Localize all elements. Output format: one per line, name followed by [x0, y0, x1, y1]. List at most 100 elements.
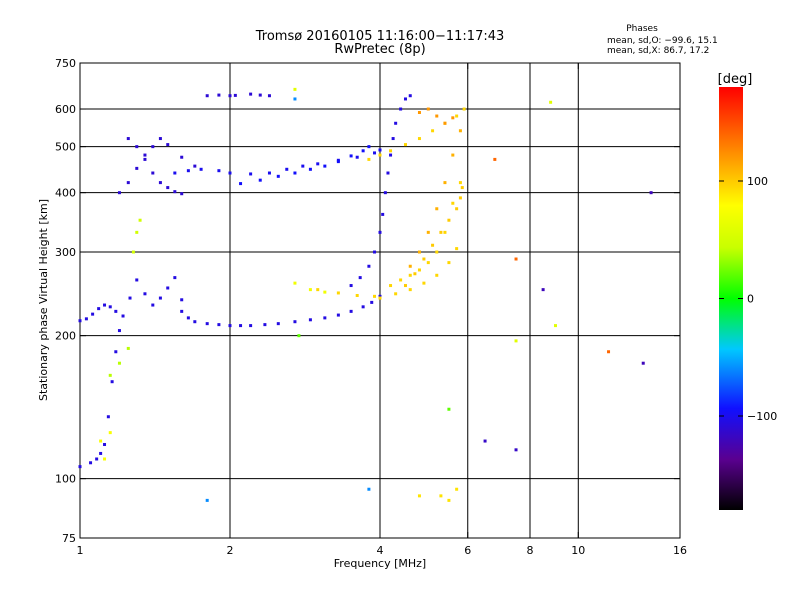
data-point	[128, 296, 132, 300]
data-point	[205, 498, 209, 502]
data-point	[378, 153, 382, 157]
data-point	[462, 107, 466, 111]
data-point	[408, 264, 412, 268]
x-tick-label: 10	[571, 544, 585, 557]
data-point	[186, 169, 190, 173]
data-point	[114, 350, 118, 354]
data-point	[451, 153, 455, 157]
data-point	[451, 201, 455, 205]
x-tick-label: 4	[377, 544, 384, 557]
y-tick-label: 600	[55, 103, 76, 116]
data-point	[426, 107, 430, 111]
data-point	[553, 324, 557, 328]
data-point	[97, 307, 101, 311]
data-point	[447, 261, 451, 265]
x-tick-label: 2	[227, 544, 234, 557]
data-point	[394, 121, 398, 125]
data-point	[138, 218, 142, 222]
data-point	[370, 300, 374, 304]
data-point	[417, 110, 421, 114]
data-point	[103, 443, 107, 447]
data-point	[408, 94, 412, 98]
data-point	[108, 431, 112, 435]
y-axis-label: Stationary phase Virtual Height [km]	[37, 199, 50, 401]
data-point	[361, 149, 365, 153]
phases-x-line: mean, sd,X: 86.7, 17.2	[607, 46, 709, 56]
data-point	[131, 250, 135, 254]
data-point	[78, 319, 82, 323]
data-point	[126, 137, 130, 141]
data-point	[323, 290, 327, 294]
data-point	[166, 143, 170, 147]
data-point	[143, 153, 147, 157]
data-point	[355, 155, 359, 159]
data-point	[89, 461, 93, 465]
data-point	[151, 303, 155, 307]
data-point	[316, 162, 320, 166]
data-point	[135, 278, 139, 282]
data-point	[336, 291, 340, 295]
data-point	[483, 439, 487, 443]
data-point	[99, 451, 103, 455]
data-point	[228, 324, 232, 328]
data-point	[514, 448, 518, 452]
data-point	[422, 281, 426, 285]
y-tick-label: 200	[55, 330, 76, 343]
data-point	[95, 457, 99, 461]
data-point	[383, 191, 387, 195]
data-point	[106, 415, 110, 419]
data-point	[349, 154, 353, 158]
chart-title: Tromsø 20160105 11:16:00−11:17:43	[255, 29, 505, 44]
data-point	[649, 191, 653, 195]
data-point	[458, 196, 462, 200]
data-point	[143, 157, 147, 161]
data-point	[381, 212, 385, 216]
data-point	[458, 129, 462, 133]
data-point	[391, 137, 395, 141]
data-point	[439, 230, 443, 234]
data-point	[276, 174, 280, 178]
data-point	[217, 93, 221, 97]
data-point	[431, 129, 435, 133]
chart-subtitle: RwPretec (8p)	[334, 42, 425, 57]
data-point	[408, 273, 412, 277]
data-point	[267, 171, 271, 175]
data-point	[78, 465, 82, 469]
data-point	[301, 164, 305, 168]
data-point	[386, 171, 390, 175]
data-point	[121, 314, 125, 318]
phases-o-line: mean, sd,O: −99.6, 15.1	[607, 36, 718, 46]
data-point	[217, 323, 221, 327]
data-point	[205, 94, 209, 98]
data-point	[408, 288, 412, 292]
data-point	[367, 157, 371, 161]
data-point	[373, 250, 377, 254]
data-point	[389, 153, 393, 157]
data-point	[173, 190, 177, 194]
data-point	[258, 93, 262, 97]
data-point	[258, 178, 262, 182]
data-point	[135, 166, 139, 170]
data-point	[399, 278, 403, 282]
colorbar-tick-label: −100	[747, 410, 777, 423]
y-tick-label: 100	[55, 473, 76, 486]
x-tick-labels: 1 2 4 6 8 10 16	[77, 63, 687, 557]
data-point	[422, 257, 426, 261]
data-point	[151, 145, 155, 149]
data-point	[443, 181, 447, 185]
data-point	[193, 320, 197, 324]
data-point	[186, 316, 190, 320]
data-point	[399, 107, 403, 111]
data-point	[135, 145, 139, 149]
data-point	[99, 439, 103, 443]
data-point	[361, 305, 365, 309]
data-point	[316, 288, 320, 292]
data-point	[451, 116, 455, 120]
y-tick-label: 500	[55, 141, 76, 154]
data-point	[205, 322, 209, 326]
data-point	[308, 318, 312, 322]
data-point	[417, 250, 421, 254]
x-tick-label: 8	[527, 544, 534, 557]
x-tick-label: 6	[464, 544, 471, 557]
